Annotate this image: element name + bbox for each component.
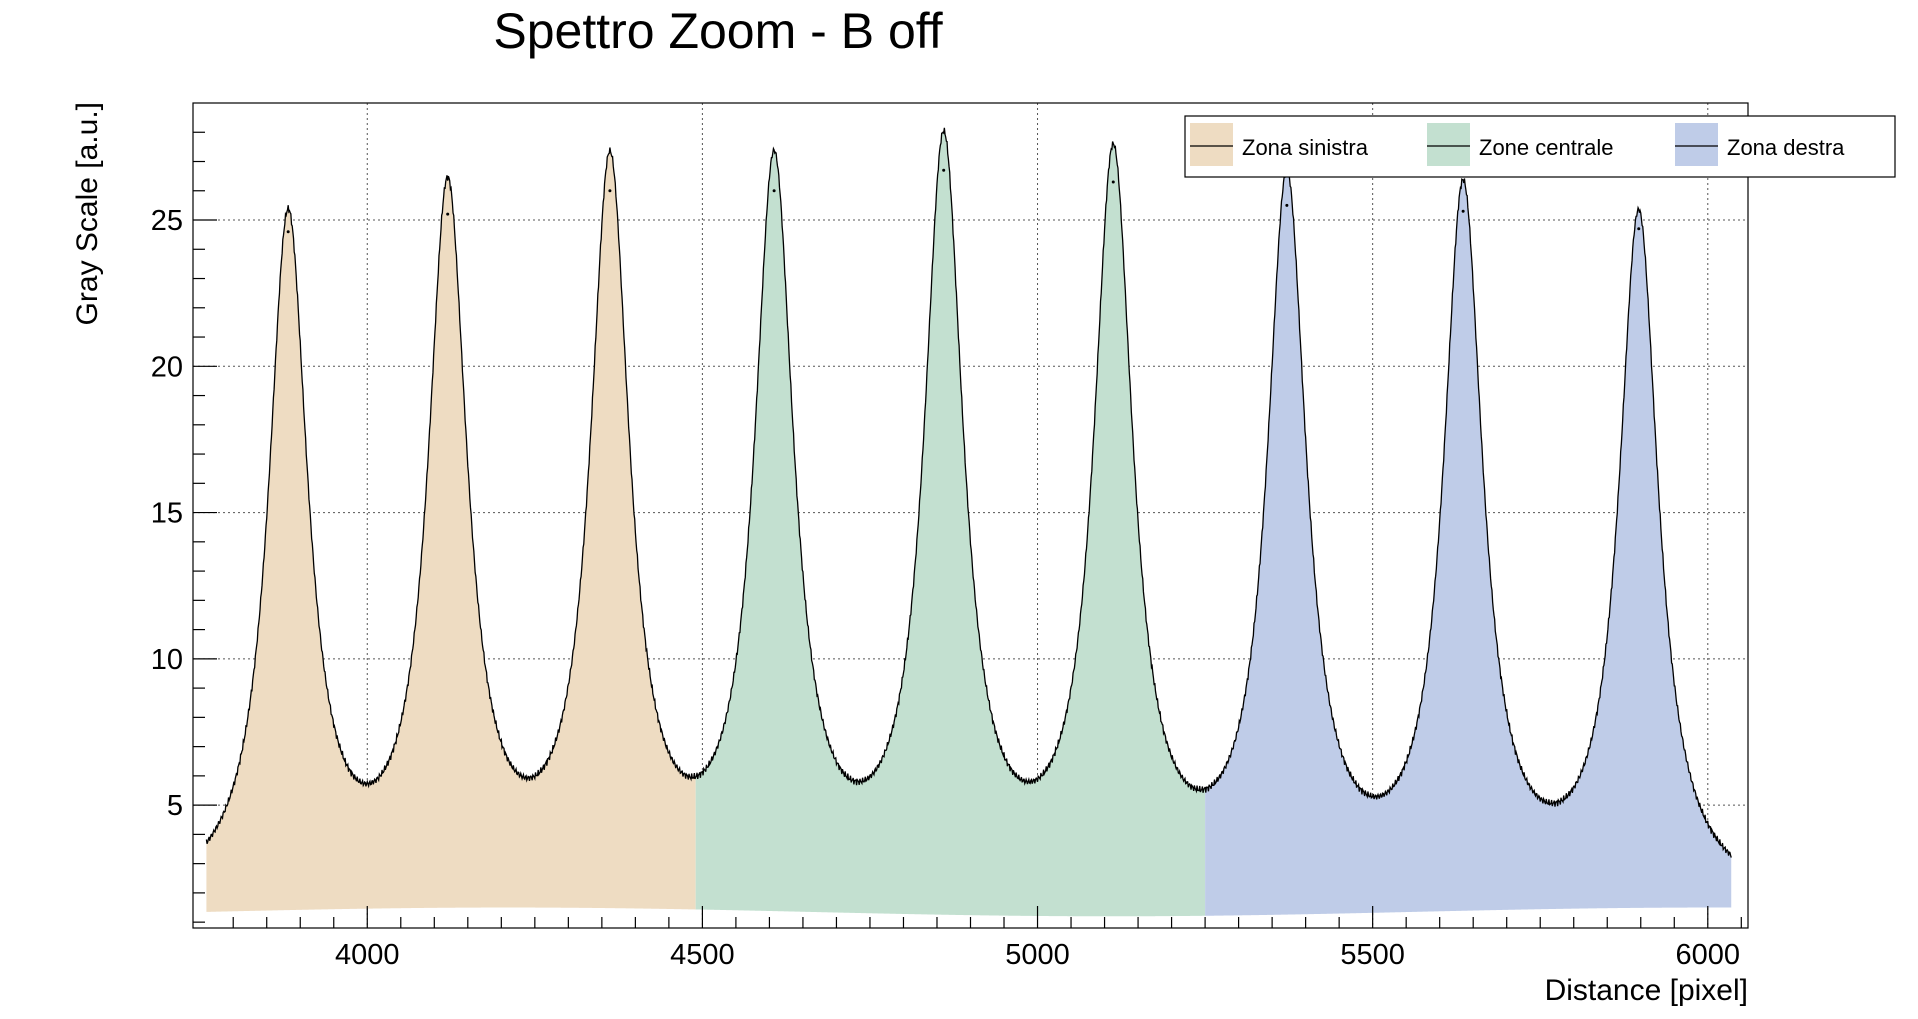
x-tick-label: 4000	[335, 939, 400, 971]
peak-point-3-3	[1637, 227, 1641, 231]
peak-point-2-3	[1111, 180, 1115, 184]
peak-point-1-3	[608, 189, 612, 193]
peak-point-2-1	[772, 189, 776, 193]
y-tick-label: 20	[151, 351, 183, 383]
axis-ticks	[193, 131, 1742, 928]
series-line-2	[695, 127, 1206, 794]
legend-swatch-3	[1675, 123, 1718, 166]
series-area-3	[1205, 168, 1732, 916]
plot-curves	[205, 127, 1732, 858]
x-tick-label: 5500	[1340, 939, 1405, 971]
series-line-3	[1204, 167, 1732, 858]
y-tick-label: 10	[151, 644, 183, 676]
peak-point-1-1	[286, 230, 290, 234]
chart-title: Spettro Zoom - B off	[493, 3, 942, 59]
plot-areas	[206, 127, 1732, 917]
x-axis-title: Distance [pixel]	[1545, 974, 1748, 1007]
x-tick-label: 5000	[1005, 939, 1070, 971]
y-tick-label: 5	[167, 790, 183, 822]
y-tick-label: 15	[151, 498, 183, 530]
legend-label-2: Zone centrale	[1479, 135, 1614, 160]
peak-point-1-2	[446, 212, 450, 216]
legend: Zona sinistra Zone centrale Zona destra	[1184, 115, 1896, 178]
series-area-1	[206, 147, 696, 912]
peak-point-3-2	[1461, 209, 1465, 213]
x-tick-label: 4500	[670, 939, 735, 971]
x-tick-label: 6000	[1676, 939, 1741, 971]
peak-point-2-2	[942, 168, 946, 172]
peak-point-3-1	[1285, 203, 1289, 207]
legend-label-3: Zona destra	[1727, 135, 1845, 160]
series-line-1	[205, 147, 697, 845]
y-tick-label: 25	[151, 205, 183, 237]
y-tick-labels: 5 10 15 20 25	[151, 205, 183, 822]
legend-swatch-1	[1190, 123, 1233, 166]
series-area-2	[695, 127, 1206, 917]
legend-box	[1184, 115, 1896, 178]
y-axis-title: Gray Scale [a.u.]	[71, 102, 104, 325]
x-tick-labels: 4000 4500 5000 5500 6000	[335, 939, 1740, 971]
legend-label-1: Zona sinistra	[1242, 135, 1369, 160]
legend-swatch-2	[1427, 123, 1470, 166]
